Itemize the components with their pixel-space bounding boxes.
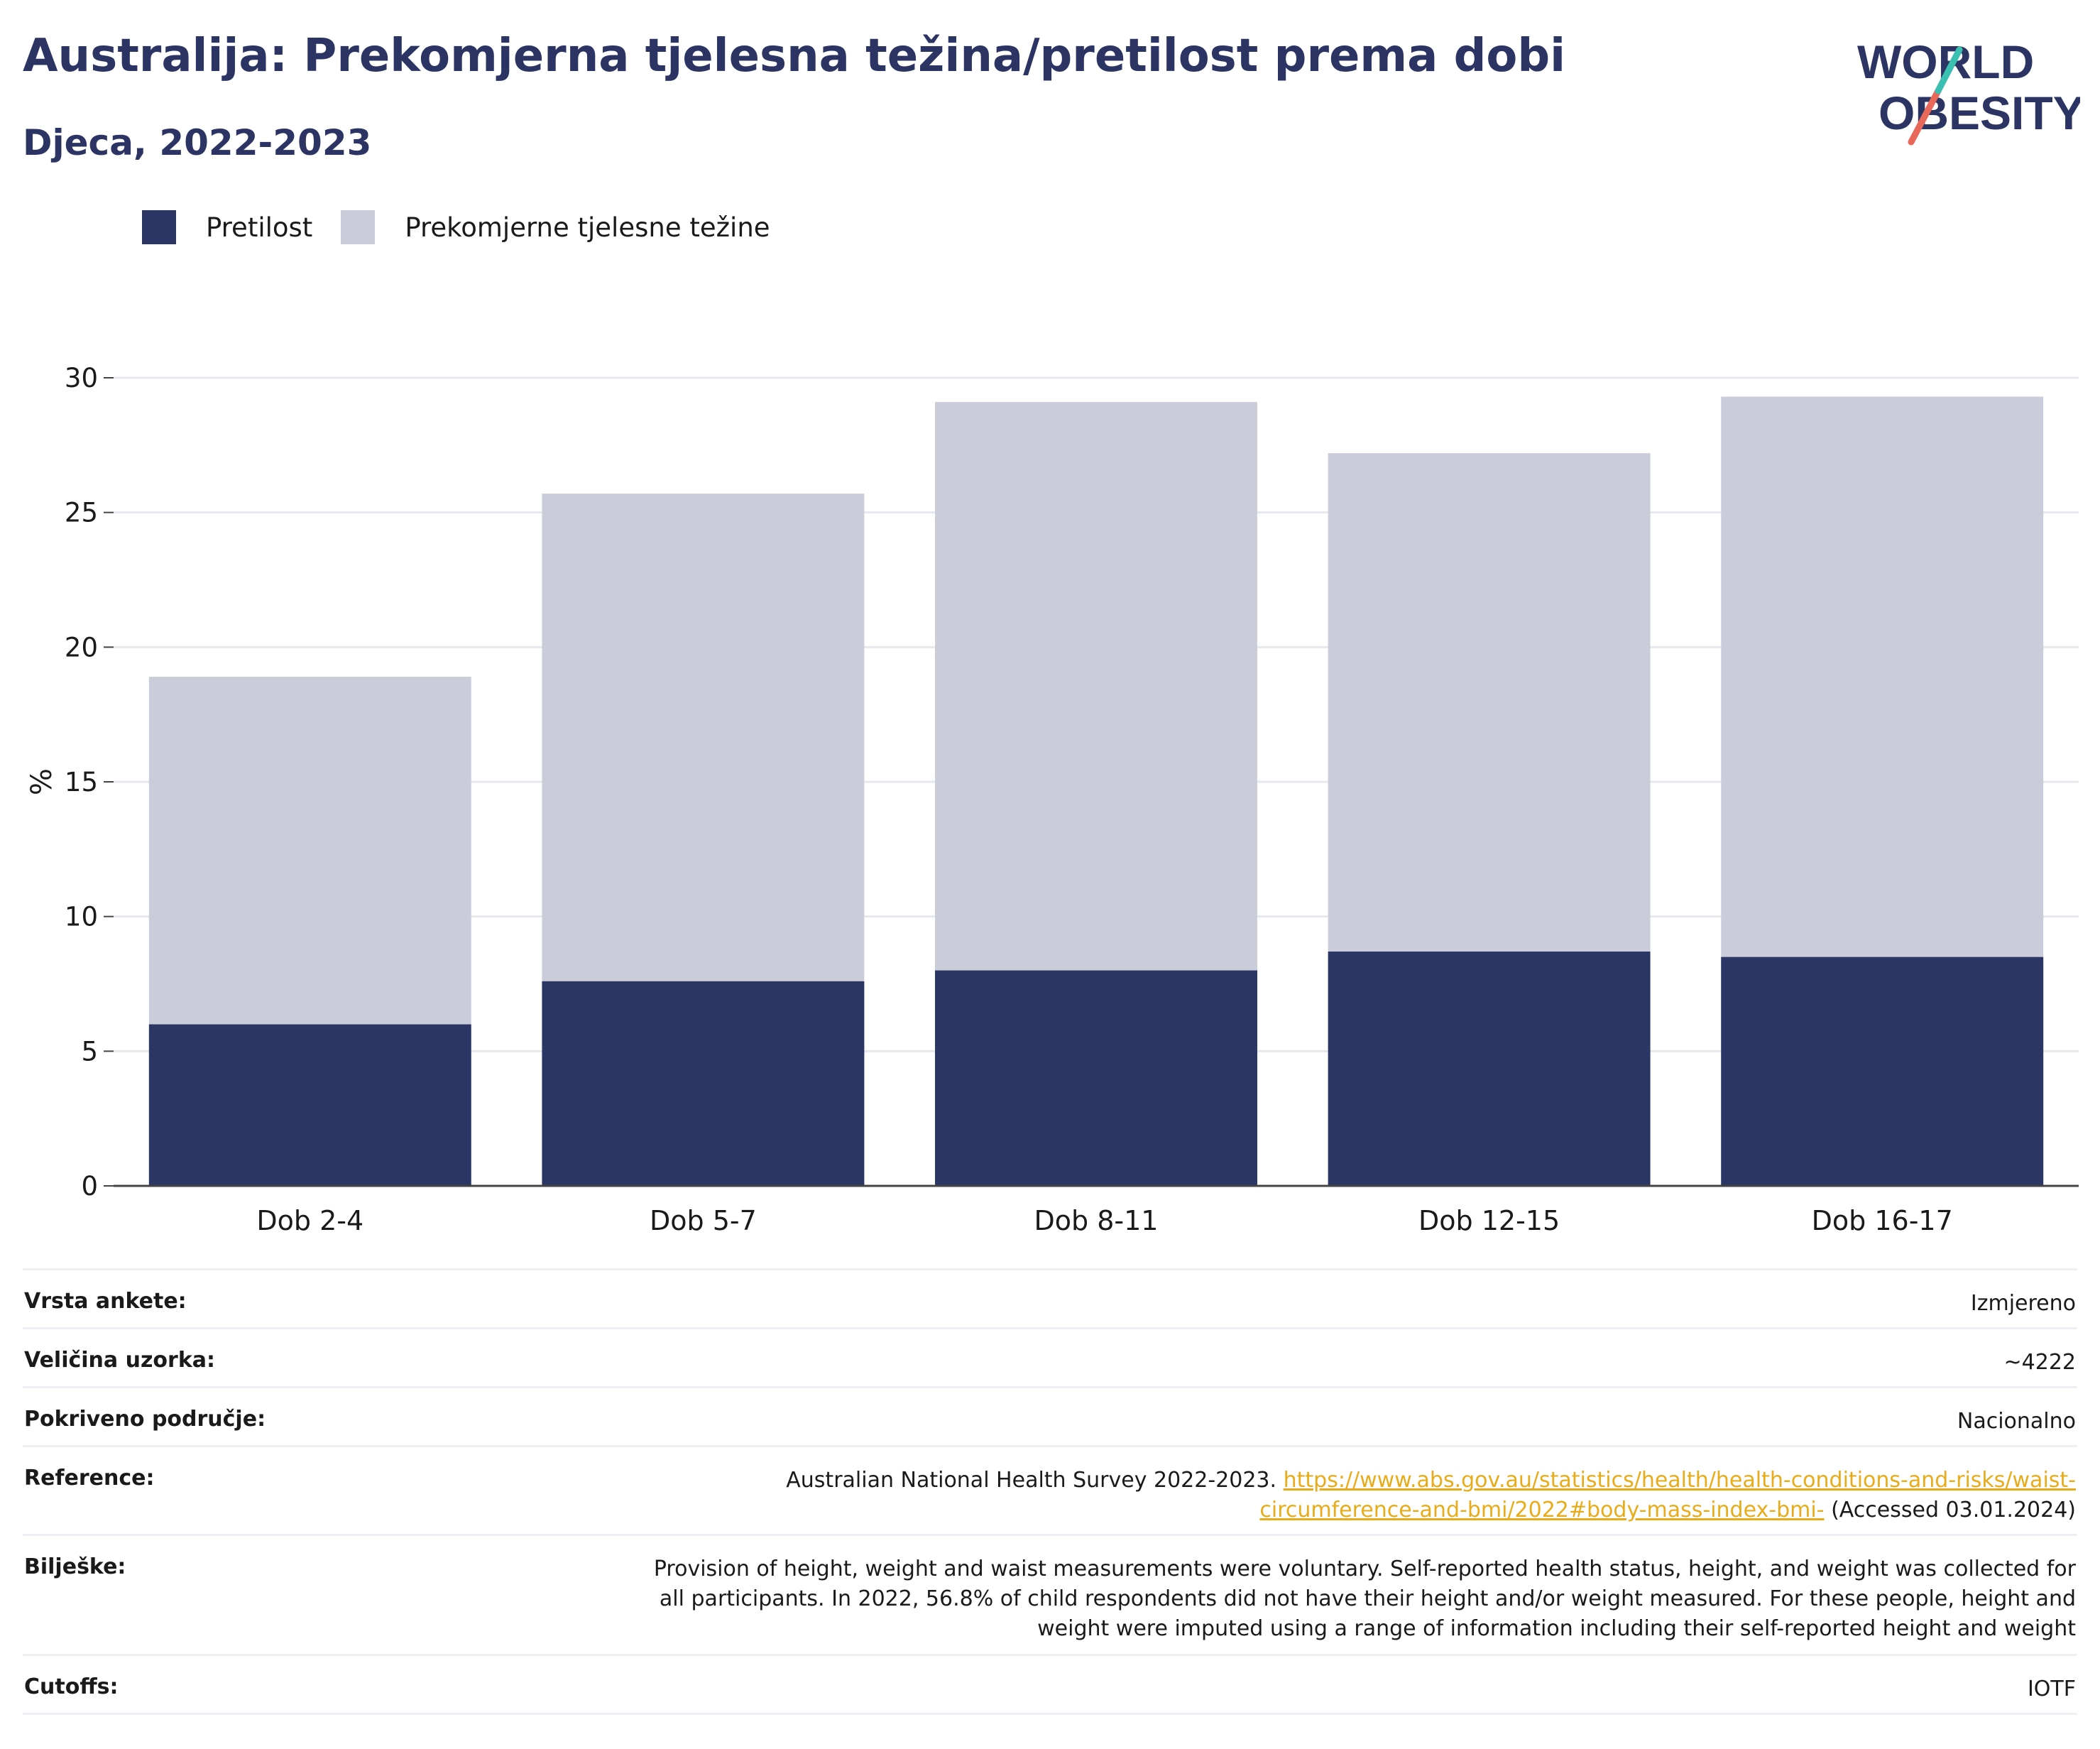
info-value: Nacionalno — [1957, 1409, 2076, 1434]
info-row-notes: Bilješke: Provision of height, weight an… — [23, 1534, 2077, 1654]
info-label: Cutoffs: — [24, 1674, 119, 1699]
bar-overweight — [935, 402, 1257, 971]
chart-title: Australija: Prekomjerna tjelesna težina/… — [23, 30, 1566, 82]
y-tick-label: 0 — [81, 1171, 98, 1202]
bar-obesity — [1721, 957, 2044, 1186]
info-row-cutoffs: Cutoffs: IOTF — [23, 1654, 2077, 1715]
bar-obesity — [935, 970, 1257, 1186]
info-value: Australian National Health Survey 2022-2… — [786, 1447, 2076, 1534]
bar-obesity — [148, 1024, 471, 1186]
notes-line: all participants. In 2022, 56.8% of chil… — [659, 1586, 2076, 1611]
chart-subtitle: Djeca, 2022-2023 — [23, 122, 372, 163]
info-value: ~4222 — [2003, 1350, 2076, 1375]
legend-label-overweight: Prekomjerne tjelesne težine — [405, 212, 770, 243]
bar-chart: 0 5 10 15 20 25 30% Dob 2-4 Dob 5-7 Dob 8-11 Dob 1… — [26, 363, 2079, 1236]
x-tick-label: Dob 8-11 — [1034, 1205, 1159, 1236]
x-tick-label: Dob 12-15 — [1418, 1205, 1560, 1236]
info-row-coverage: Pokriveno područje: Nacionalno — [23, 1386, 2077, 1445]
legend-item-overweight[interactable]: Prekomjerne tjelesne težine — [341, 210, 770, 244]
logo-text-obesity: OBESITY — [1878, 87, 2080, 139]
world-obesity-logo: WORLD OBESITY — [1857, 36, 2080, 146]
info-label: Pokriveno područje: — [24, 1407, 266, 1432]
info-label: Bilješke: — [24, 1554, 126, 1579]
info-label: Veličina uzorka: — [24, 1348, 216, 1373]
legend-swatch-overweight — [341, 210, 376, 244]
bar-overweight — [1721, 396, 2044, 957]
notes-line: Provision of height, weight and waist me… — [653, 1557, 2076, 1581]
y-tick-label: 25 — [65, 498, 98, 528]
y-tick-label: 15 — [65, 767, 98, 797]
bar-overweight — [1328, 453, 1651, 952]
reference-accessed: (Accessed 03.01.2024) — [1831, 1498, 2076, 1522]
x-tick-label: Dob 2-4 — [256, 1205, 363, 1236]
x-tick-label: Dob 5-7 — [650, 1205, 757, 1236]
x-tick-label: Dob 16-17 — [1812, 1205, 1953, 1236]
y-tick-label: 20 — [65, 632, 98, 663]
notes-line: weight were imputed using a range of inf… — [1037, 1616, 2076, 1641]
y-tick-label: 30 — [65, 363, 98, 393]
y-tick-label: 10 — [65, 902, 98, 932]
info-label: Reference: — [24, 1466, 155, 1491]
info-value: Izmjereno — [1970, 1291, 2076, 1316]
info-value: Provision of height, weight and waist me… — [654, 1536, 2076, 1654]
info-label: Vrsta ankete: — [24, 1289, 187, 1314]
info-row-sample-size: Veličina uzorka: ~4222 — [23, 1327, 2077, 1386]
y-axis-label: % — [26, 768, 58, 795]
reference-link-continued[interactable]: circumference-and-bmi/2022#body-mass-ind… — [1259, 1498, 1825, 1522]
info-row-reference: Reference: Australian National Health Su… — [23, 1445, 2077, 1534]
legend-item-obesity[interactable]: Pretilost — [142, 210, 312, 244]
bar-obesity — [1328, 951, 1651, 1186]
chart-legend: Pretilost Prekomjerne tjelesne težine — [142, 210, 799, 244]
reference-link[interactable]: https://www.abs.gov.au/statistics/health… — [1283, 1468, 2076, 1493]
survey-info-table: Vrsta ankete: Izmjereno Veličina uzorka:… — [23, 1268, 2077, 1715]
bar-overweight — [148, 677, 471, 1025]
info-row-survey-type: Vrsta ankete: Izmjereno — [23, 1268, 2077, 1327]
info-value: IOTF — [2027, 1677, 2076, 1701]
bar-obesity — [542, 981, 865, 1186]
legend-label-obesity: Pretilost — [206, 212, 313, 243]
reference-text: Australian National Health Survey 2022-2… — [786, 1468, 1277, 1493]
bar-overweight — [542, 494, 865, 981]
legend-swatch-obesity — [142, 210, 176, 244]
y-tick-label: 5 — [81, 1036, 98, 1067]
